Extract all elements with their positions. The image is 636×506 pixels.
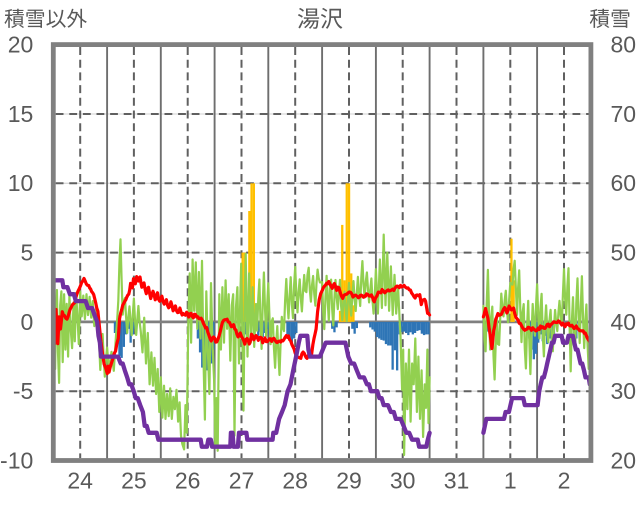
- svg-text:-10: -10: [0, 448, 33, 474]
- svg-text:10: 10: [8, 170, 34, 196]
- svg-text:29: 29: [336, 468, 362, 494]
- svg-text:70: 70: [611, 101, 636, 127]
- svg-text:40: 40: [611, 309, 636, 335]
- svg-text:0: 0: [21, 309, 34, 335]
- svg-text:-5: -5: [13, 378, 33, 404]
- svg-text:60: 60: [611, 170, 636, 196]
- svg-text:50: 50: [611, 240, 636, 266]
- svg-text:2: 2: [558, 468, 571, 494]
- svg-text:1: 1: [504, 468, 517, 494]
- svg-text:80: 80: [611, 32, 636, 58]
- svg-text:20: 20: [611, 448, 636, 474]
- svg-text:26: 26: [175, 468, 201, 494]
- svg-text:5: 5: [21, 240, 34, 266]
- svg-text:30: 30: [611, 378, 636, 404]
- svg-text:28: 28: [282, 468, 308, 494]
- svg-text:20: 20: [8, 32, 34, 58]
- svg-text:15: 15: [8, 101, 34, 127]
- svg-text:24: 24: [67, 468, 93, 494]
- svg-text:25: 25: [121, 468, 147, 494]
- svg-text:27: 27: [229, 468, 255, 494]
- svg-text:31: 31: [444, 468, 470, 494]
- svg-text:30: 30: [390, 468, 416, 494]
